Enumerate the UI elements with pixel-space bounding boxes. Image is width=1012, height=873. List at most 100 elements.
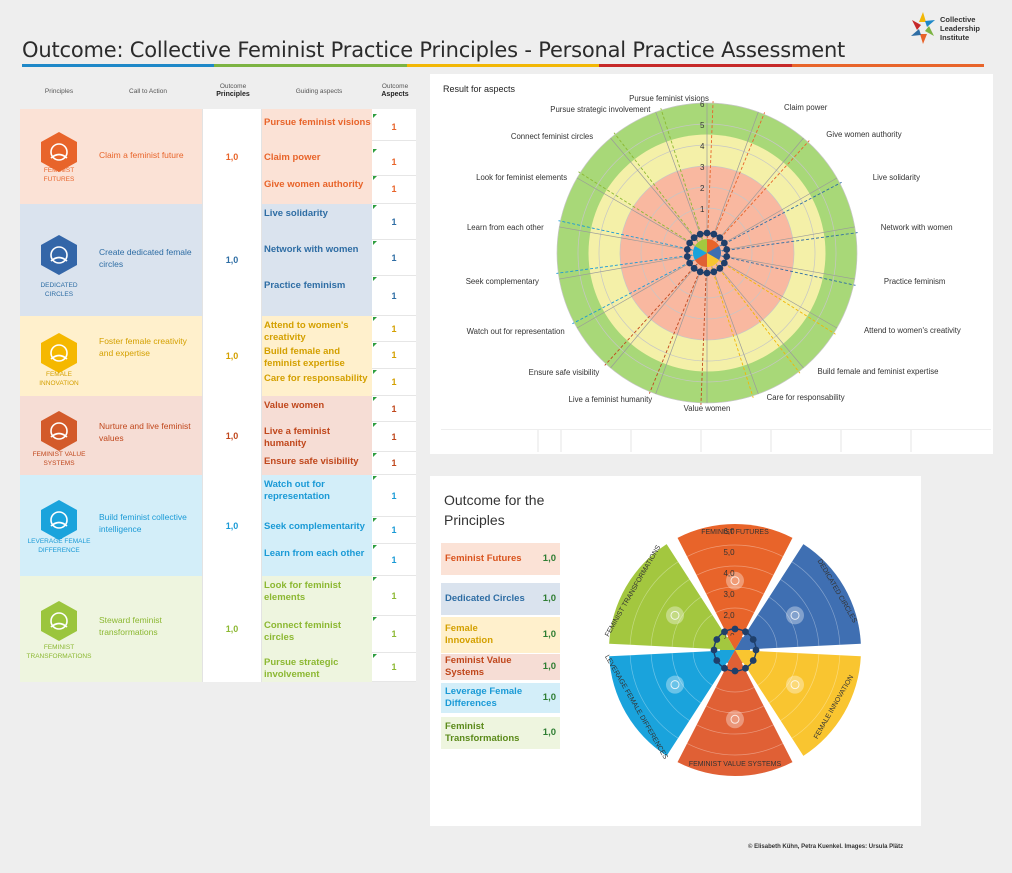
principle-outcome: 1,0 [202, 576, 262, 682]
radar-data-point [710, 268, 718, 276]
radar-spoke [559, 226, 708, 254]
polar-value-slice [720, 650, 735, 663]
principle-hexagon [38, 410, 80, 452]
aspect-outcome-value: 1 [372, 316, 416, 342]
polar-gridline [791, 561, 841, 645]
call-to-action: Nurture and live feminist values [99, 421, 191, 443]
radar-axis-label: Practice feminism [883, 276, 946, 286]
hand-plant-icon [41, 411, 77, 451]
polar-sector [735, 650, 861, 756]
polar-data-point [710, 646, 718, 654]
aspect-outcome-value: 1 [372, 517, 416, 544]
call-to-action: Foster female creativity and expertise [99, 336, 187, 358]
principle-outcome: 1,0 [202, 109, 262, 204]
principle-icon-ring [670, 610, 680, 620]
polar-data-point [713, 657, 721, 664]
radar-axis-label: Care for responsability [766, 392, 845, 402]
radar-spoke [706, 226, 855, 254]
radar-axis-label: Learn from each other [466, 223, 544, 233]
principle-icon-ring [730, 576, 740, 586]
copyright-footer: © Elisabeth Kühn, Petra Kuenkel. Images:… [748, 844, 904, 850]
table-header: Principles Call to Action Outcome Princi… [20, 80, 416, 106]
principle-outcome-value: 1,0 [225, 430, 239, 441]
principle-name-line: FEMINIST [43, 644, 75, 651]
radar-series-spoke [556, 252, 708, 274]
radar-axis-label: Look for feminist elements [476, 173, 568, 182]
polar-data-point [752, 646, 760, 654]
radar-tick-label: 5 [700, 121, 705, 130]
title-rule-segment [214, 64, 407, 67]
radar-axis-label: Seek complementary [465, 276, 539, 286]
radar-spoke [706, 252, 855, 280]
radar-hub-slice [694, 239, 707, 253]
radar-series-spoke [706, 252, 754, 398]
legend-label-line: Differences [445, 698, 497, 709]
radar-series-spoke [578, 171, 708, 254]
radar-hub-slice [707, 253, 720, 267]
polar-gridline [791, 655, 841, 739]
principles-outcome-panel: Outcome for the Principles Feminist Futu… [430, 476, 921, 826]
principle-outcome: 1,0 [202, 475, 262, 576]
principle-icon [786, 675, 805, 694]
radar-data-point [703, 229, 711, 237]
legend-label: Feminist Transformations [445, 721, 519, 745]
call-to-action: Build feminist collective intelligence [99, 512, 187, 534]
radar-series-spoke [660, 108, 708, 254]
radar-hub-slice [707, 239, 720, 253]
radar-data-point [723, 253, 731, 260]
guiding-aspect: Practice feminism [264, 280, 346, 291]
polar-value-slice [727, 635, 743, 650]
polar-data-point [721, 628, 728, 636]
polar-tick-label: 4,0 [723, 569, 735, 578]
hand-idea-icon [41, 333, 77, 373]
guiding-aspect: Pursue strategic involvement [264, 657, 339, 680]
principle-name-line: LEVERAGE FEMALE [27, 538, 91, 545]
polar-gridline [686, 743, 784, 756]
polar-gridline [706, 705, 764, 714]
aspects-radar-chart: 1 2 3 4 5 6 [556, 100, 858, 405]
polar-gridline [696, 724, 774, 735]
radar-spoke [706, 252, 804, 369]
principle-name: FEMINIST FUTURES [24, 167, 94, 184]
guiding-aspect: Care for responsability [264, 373, 368, 384]
radar-series-spoke [572, 252, 708, 325]
polar-data-point [749, 657, 757, 664]
polar-data-point [749, 636, 757, 643]
radar-axis-label: Network with women [880, 223, 953, 233]
radar-series-spoke [706, 181, 842, 254]
radar-title: Result for aspects [443, 84, 516, 94]
legend-label-line: Feminist Futures [445, 553, 522, 564]
aspect-outcome-value: 1 [372, 422, 416, 452]
guiding-aspect: Network with women [264, 244, 359, 255]
polar-gridline [686, 544, 784, 557]
principle-icon [726, 710, 744, 729]
aspects-cell: Pursue feminist visions Claim power Give w… [262, 109, 372, 204]
principle-group: FEMINIST FUTURES Claim a feminist future 1,… [20, 109, 416, 204]
polar-tick-label: 3,0 [723, 590, 735, 599]
legend-label: Leverage Female Differences [445, 686, 522, 710]
polar-gridline [650, 579, 690, 646]
principle-name-line: INNOVATION [39, 379, 79, 387]
principle-outcome-value: 1,0 [225, 151, 239, 162]
outcome-heading-line1: Outcome for the [444, 492, 545, 508]
legend-label: Feminist Value Systems [445, 655, 512, 679]
col-principles: Principles [44, 88, 74, 95]
legend-item: Feminist Value Systems 1,0 [441, 654, 560, 680]
legend-item: Dedicated Circles 1,0 [441, 583, 560, 615]
col-outcome-principles: Outcome Principles [206, 83, 260, 99]
polar-value-slice [727, 650, 743, 665]
title-rule-segment [599, 64, 792, 67]
principle-hexagon [38, 600, 80, 642]
polar-gridline [671, 653, 702, 704]
legend-value: 1,0 [542, 692, 556, 703]
principle-icon [786, 606, 805, 625]
polar-data-point [731, 667, 739, 675]
radar-spoke [655, 111, 708, 254]
radar-axis-label: Give women authority [826, 130, 902, 140]
polar-gridline [706, 586, 764, 595]
legend-item: Feminist Futures 1,0 [441, 543, 560, 575]
polar-gridline [696, 565, 774, 576]
radar-data-point [720, 239, 728, 247]
